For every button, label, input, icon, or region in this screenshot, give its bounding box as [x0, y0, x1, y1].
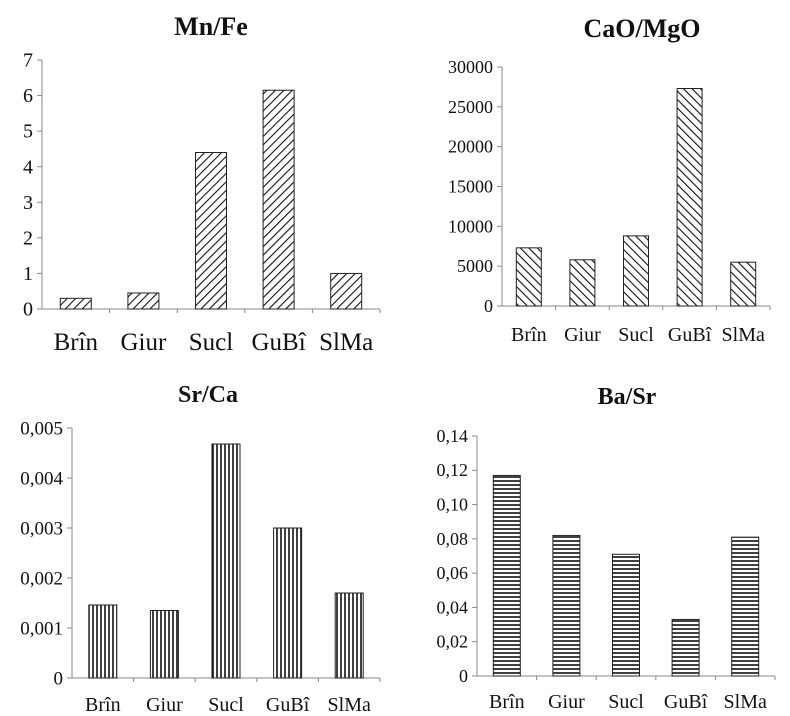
chart2-y-tick-label: 25000	[448, 97, 493, 117]
chart1-category-label: Giur	[120, 329, 167, 356]
chart3-bar	[273, 527, 303, 679]
chart2-category-label: Sucl	[618, 324, 654, 346]
chart1-bar	[127, 292, 160, 310]
chart2-bar	[569, 259, 596, 307]
chart3-y-tick-label: 0	[54, 668, 64, 689]
chart3-bar	[88, 604, 118, 679]
chart4-bar	[552, 534, 581, 677]
chart2-y-tick-label: 15000	[448, 176, 493, 196]
chart2-category-label: Brîn	[511, 324, 547, 346]
chart1-bar	[59, 297, 92, 310]
chart4-category-label: GuBî	[664, 691, 708, 713]
chart3-y-tick-label: 0,005	[20, 418, 63, 439]
chart4-bar	[492, 474, 521, 677]
chart1-y-tick-label: 3	[23, 192, 33, 214]
chart4-bar	[612, 553, 640, 677]
chart3-category-label: Brîn	[85, 694, 121, 716]
chart2-bar	[676, 88, 703, 307]
chart3-y-tick-label: 0,003	[20, 518, 63, 539]
chart3-title: Sr/Ca	[178, 382, 238, 408]
chart2-category-label: GuBî	[668, 324, 712, 346]
chart3-y-tick-label: 0,002	[20, 568, 63, 589]
chart3-bar	[334, 592, 364, 679]
chart2-y-tick-label: 5000	[457, 256, 493, 276]
chart4-bar	[731, 536, 760, 677]
chart1-bar	[262, 89, 295, 310]
chart3-bar	[211, 443, 241, 679]
chart3-category-label: SlMa	[328, 694, 371, 716]
chart4-y-tick-label: 0,06	[437, 563, 469, 583]
chart1-y-tick-label: 0	[23, 299, 33, 321]
chart3-category-label: GuBî	[266, 694, 310, 716]
chart1-bar	[195, 151, 227, 310]
chart2-y-tick-label: 20000	[448, 137, 493, 157]
chart1-y-tick-label: 1	[23, 263, 33, 285]
chart3-bar	[149, 610, 179, 679]
chart4-y-tick-label: 0,04	[437, 597, 469, 617]
chart4-y-tick-label: 0,12	[437, 460, 469, 480]
chart1-y-tick-label: 2	[23, 227, 33, 249]
chart1-y-tick-label: 5	[23, 121, 33, 143]
chart3-y-tick-label: 0,001	[20, 618, 63, 639]
chart3-y-tick-label: 0,004	[20, 468, 63, 489]
chart2-category-label: Giur	[564, 324, 601, 346]
chart1-category-label: SlMa	[319, 329, 373, 356]
chart4-y-tick-label: 0,08	[437, 529, 469, 549]
chart1-category-label: Sucl	[189, 329, 234, 356]
chart4-category-label: SlMa	[724, 691, 767, 713]
chart4-y-tick-label: 0,14	[437, 426, 469, 446]
chart2-category-label: SlMa	[722, 324, 765, 346]
chart4-category-label: Sucl	[608, 691, 644, 713]
chart4-y-tick-label: 0,02	[437, 632, 469, 652]
chart3-category-label: Sucl	[208, 694, 244, 716]
chart4-y-tick-label: 0,10	[437, 495, 469, 515]
chart1-category-label: Brîn	[54, 329, 99, 356]
chart2-bar	[515, 247, 542, 307]
chart1-y-tick-label: 7	[23, 50, 33, 72]
chart2-y-tick-label: 10000	[448, 216, 493, 236]
chart4-category-label: Brîn	[489, 691, 525, 713]
chart1-title: Mn/Fe	[174, 12, 248, 41]
chart4-category-label: Giur	[548, 691, 585, 713]
chart1-y-tick-label: 4	[23, 156, 33, 178]
chart4-bar	[671, 618, 700, 677]
chart2-y-tick-label: 30000	[448, 57, 493, 77]
chart2-y-tick-label: 0	[484, 296, 493, 316]
chart2-bar	[730, 261, 757, 307]
chart4-y-tick-label: 0	[459, 666, 468, 686]
chart4-title: Ba/Sr	[598, 384, 657, 410]
chart3-category-label: Giur	[146, 694, 183, 716]
chart1-y-tick-label: 6	[23, 85, 33, 107]
chart1-category-label: GuBî	[252, 329, 307, 356]
chart2-title: CaO/MgO	[584, 14, 701, 43]
chart1-bar	[330, 272, 363, 310]
chart2-bar	[623, 235, 649, 307]
